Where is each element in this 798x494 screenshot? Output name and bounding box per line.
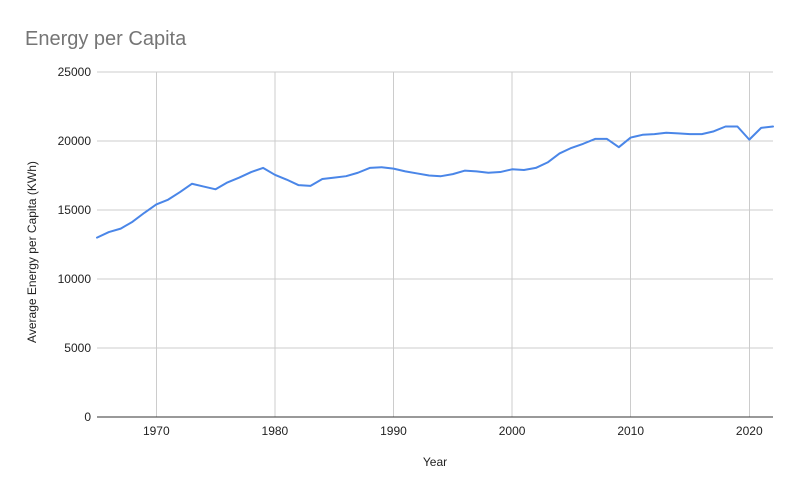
- y-axis-label: Average Energy per Capita (KWh): [25, 161, 39, 343]
- chart-title: Energy per Capita: [25, 28, 187, 50]
- x-tick-label: 2010: [617, 424, 644, 438]
- y-tick-label: 5000: [64, 341, 91, 355]
- y-tick-label: 15000: [58, 203, 92, 217]
- tick-layer: 0 5000 10000 15000 20000 25000 1970 1980 1990 200…: [58, 65, 763, 438]
- series-line: [96, 125, 774, 239]
- x-tick-label: 1970: [143, 424, 170, 438]
- y-tick-label: 20000: [58, 134, 92, 148]
- x-tick-label: 1990: [380, 424, 407, 438]
- grid-layer: [97, 71, 773, 418]
- y-tick-label: 10000: [58, 272, 92, 286]
- series-layer: [96, 125, 774, 239]
- x-tick-label: 1980: [262, 424, 289, 438]
- y-tick-label: 25000: [58, 65, 92, 79]
- y-tick-label: 0: [84, 410, 91, 424]
- x-tick-label: 2000: [499, 424, 526, 438]
- x-axis-label: Year: [423, 455, 447, 469]
- x-tick-label: 2020: [736, 424, 763, 438]
